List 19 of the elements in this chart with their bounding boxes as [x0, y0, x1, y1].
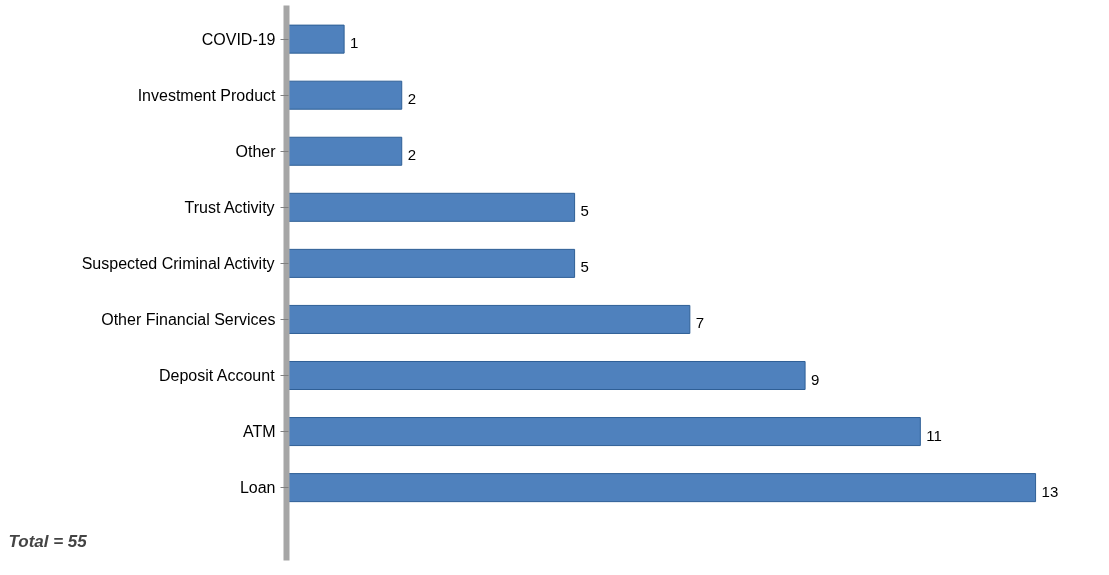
data-label: 7 [695, 314, 705, 332]
y-tick-label: Loan [239, 479, 276, 497]
data-label: 2 [407, 146, 417, 164]
data-label: 11 [926, 426, 942, 444]
text: Total = 55 [8, 531, 88, 551]
y-tick-label: Other [235, 142, 277, 160]
y-tick-label: Suspected Criminal Activity [81, 254, 275, 272]
data-label: 2 [407, 90, 417, 108]
y-tick-label: Other Financial Services [101, 310, 276, 328]
data-label: 9 [811, 370, 820, 388]
data-label: 13 [1041, 482, 1059, 500]
y-tick-label: ATM [242, 423, 276, 441]
data-label: 5 [580, 202, 589, 220]
y-tick-label: Trust Activity [184, 198, 275, 216]
data-label: 1 [350, 34, 359, 52]
y-tick-label: Deposit Account [158, 367, 276, 384]
data-label: 5 [580, 258, 589, 276]
y-tick-label: Investment Product [137, 86, 277, 104]
y-tick-label: COVID-19 [201, 30, 276, 48]
